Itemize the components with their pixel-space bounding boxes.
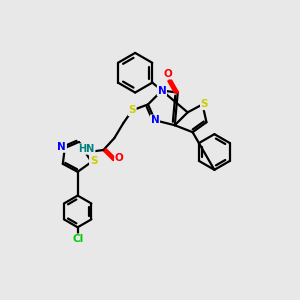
Text: S: S: [128, 105, 136, 116]
Text: N: N: [57, 142, 66, 152]
Text: O: O: [115, 153, 124, 163]
Text: HN: HN: [79, 144, 95, 154]
Text: O: O: [164, 69, 172, 79]
Text: N: N: [151, 115, 159, 125]
Text: S: S: [90, 156, 97, 166]
Text: S: S: [201, 99, 208, 110]
Text: Cl: Cl: [72, 234, 83, 244]
Text: N: N: [158, 85, 166, 96]
